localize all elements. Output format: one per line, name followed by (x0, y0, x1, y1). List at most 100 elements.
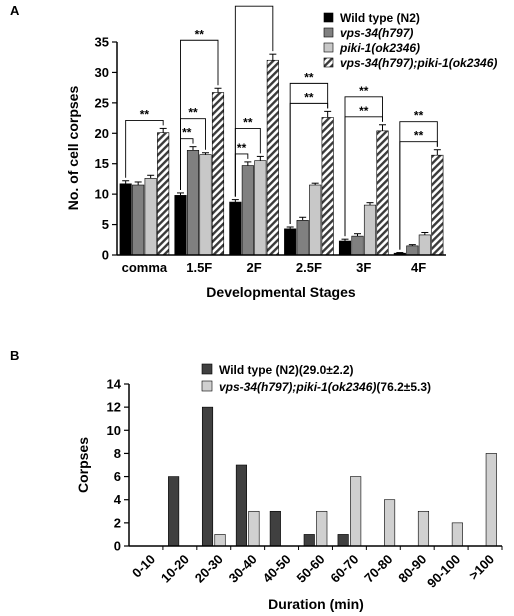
x-tick-label: >100 (466, 552, 497, 583)
bar (254, 160, 267, 256)
significance-label: ** (304, 90, 314, 104)
bar (485, 453, 497, 547)
bar (211, 92, 225, 256)
panel-b-chart: B Corpses Duration (min) 0 2 4 6 8 10 12 14 0-1… (10, 348, 503, 612)
bar (248, 510, 260, 547)
legend-label: Wild type (N2) (340, 11, 420, 25)
significance-label: ** (140, 107, 150, 121)
bar (384, 499, 396, 547)
y-tick-label: 2 (114, 515, 121, 530)
y-tick-label: 30 (95, 65, 109, 80)
bar (338, 240, 352, 256)
bar (214, 534, 226, 547)
x-tick-label: comma (122, 260, 168, 275)
x-tick-label: 60-70 (327, 552, 361, 586)
bar (351, 235, 364, 256)
y-tick-label: 15 (95, 156, 109, 171)
significance-label: ** (414, 129, 424, 143)
y-tick-label: 10 (107, 423, 121, 438)
legend-swatch (201, 363, 213, 375)
significance-bracket (180, 39, 219, 190)
x-tick-label: 50-60 (294, 552, 328, 586)
legend-label: piki-1(ok2346) (339, 41, 420, 55)
panel-a-label: A (10, 3, 20, 18)
significance-bracket (399, 121, 438, 250)
y-tick-label: 5 (102, 217, 109, 232)
bar (269, 510, 281, 547)
significance-bracket (125, 119, 164, 178)
bar (157, 132, 170, 256)
y-tick-label: 4 (114, 492, 122, 507)
bar (303, 534, 315, 547)
panel-b-label: B (10, 348, 19, 363)
bar (417, 510, 430, 547)
x-tick-label: 70-80 (361, 552, 395, 586)
panel-b-x-axis-title: Duration (min) (268, 596, 364, 612)
x-tick-label: 90-100 (424, 552, 463, 591)
significance-label: ** (359, 84, 369, 98)
bar (321, 117, 334, 256)
significance-label: ** (304, 70, 314, 84)
bar (363, 204, 377, 256)
significance-label: ** (195, 27, 205, 41)
legend-swatch (323, 12, 334, 23)
panel-a-x-axis-title: Developmental Stages (206, 284, 356, 300)
bar (451, 522, 463, 547)
x-tick-label: 2F (246, 260, 261, 275)
bar (309, 184, 322, 256)
bar (132, 184, 145, 256)
bar (337, 534, 349, 547)
legend-label: Wild type (N2)(29.0±2.2) (219, 363, 354, 377)
y-tick-label: 20 (95, 126, 109, 141)
bar (235, 464, 247, 547)
significance-bracket (344, 96, 383, 237)
legend-label: vps-34(h797);piki-1(ok2346) (340, 56, 497, 70)
bar (174, 195, 187, 256)
x-tick-label: 10-20 (158, 552, 192, 586)
bar (350, 476, 362, 547)
bar (376, 130, 389, 256)
bar (144, 178, 157, 256)
significance-label: ** (182, 126, 192, 140)
panel-a-y-axis-title: No. of cell corpses (65, 86, 81, 211)
x-tick-label: 3F (356, 260, 371, 275)
legend-swatch (201, 380, 213, 392)
bar (431, 154, 444, 256)
y-tick-label: 0 (102, 248, 109, 263)
y-tick-label: 35 (95, 35, 109, 50)
bar (406, 245, 419, 256)
x-tick-label: 40-50 (260, 552, 294, 586)
bar (266, 59, 279, 256)
bar (418, 234, 431, 256)
x-tick-label: 4F (411, 260, 426, 275)
bar (229, 201, 242, 256)
bar (284, 228, 297, 256)
panel-b-y-axis-title: Corpses (75, 437, 91, 493)
significance-label: ** (188, 106, 198, 120)
significance-label: ** (243, 115, 253, 129)
x-tick-label: 2.5F (296, 260, 322, 275)
bar (168, 476, 180, 547)
x-tick-label: 1.5F (186, 260, 212, 275)
significance-label: ** (237, 141, 247, 155)
significance-bracket (289, 82, 329, 225)
y-tick-label: 14 (107, 377, 122, 392)
significance-label: ** (414, 109, 424, 123)
y-tick-label: 10 (95, 187, 109, 202)
bar (296, 220, 309, 256)
bar (199, 154, 212, 256)
legend-swatch (323, 27, 334, 38)
bar (316, 510, 328, 547)
legend-label: vps-34(h797);piki-1(ok2346)(76.2±5.3) (219, 380, 431, 394)
significance-bracket (234, 5, 274, 197)
bar (201, 406, 214, 547)
legend-swatch (323, 42, 334, 53)
y-tick-label: 8 (114, 446, 121, 461)
panel-a-chart: A No. of cell corpses Developmental Stag… (10, 0, 497, 300)
x-tick-label: 20-30 (192, 552, 226, 586)
bar (119, 183, 132, 256)
bar (186, 150, 200, 256)
y-tick-label: 6 (114, 469, 121, 484)
significance-label: ** (249, 0, 259, 7)
